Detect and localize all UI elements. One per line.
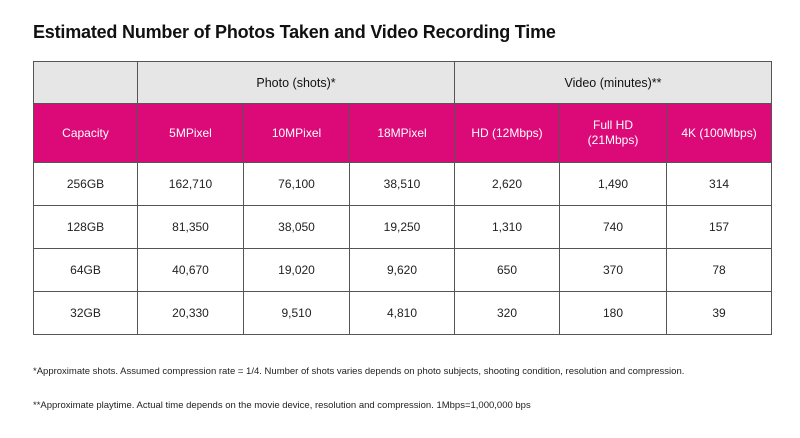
column-header-capacity: Capacity [33, 103, 138, 163]
table-cell: 2,620 [454, 162, 561, 206]
capacity-table: Photo (shots)* Video (minutes)** Capacit… [33, 61, 773, 335]
table-cell: 9,510 [243, 291, 350, 335]
group-header-empty [33, 61, 138, 104]
page-title: Estimated Number of Photos Taken and Vid… [33, 22, 556, 42]
group-header-video: Video (minutes)** [454, 61, 773, 104]
table-cell: 650 [454, 248, 561, 292]
table-cell: 162,710 [137, 162, 244, 206]
column-header-4k: 4K (100Mbps) [666, 103, 773, 163]
table-row: 64GB 40,670 19,020 9,620 650 370 78 [33, 248, 773, 292]
table-cell: 1,490 [559, 162, 668, 206]
group-header-photo: Photo (shots)* [136, 61, 456, 104]
column-header-row: Capacity 5MPixel 10MPixel 18MPixel HD (1… [33, 103, 773, 163]
table-cell: 1,310 [454, 205, 561, 249]
table-cell: 128GB [33, 205, 138, 249]
table-cell: 39 [666, 291, 773, 335]
footnote-video: **Approximate playtime. Actual time depe… [33, 400, 531, 411]
table-cell: 256GB [33, 162, 138, 206]
column-header-full-hd: Full HD (21Mbps) [559, 103, 668, 163]
table-cell: 64GB [33, 248, 138, 292]
table-cell: 19,020 [243, 248, 350, 292]
table-cell: 32GB [33, 291, 138, 335]
group-header-row: Photo (shots)* Video (minutes)** [33, 61, 773, 104]
table-cell: 320 [454, 291, 561, 335]
table-cell: 9,620 [348, 248, 456, 292]
column-header-hd: HD (12Mbps) [454, 103, 561, 163]
table-cell: 314 [666, 162, 773, 206]
table-cell: 76,100 [243, 162, 350, 206]
footnote-photo: *Approximate shots. Assumed compression … [33, 366, 685, 377]
column-header-10mpixel: 10MPixel [243, 103, 350, 163]
table-row: 32GB 20,330 9,510 4,810 320 180 39 [33, 291, 773, 335]
table-cell: 370 [559, 248, 668, 292]
table-cell: 78 [666, 248, 773, 292]
table-cell: 38,510 [348, 162, 456, 206]
table-cell: 38,050 [243, 205, 350, 249]
table-cell: 19,250 [348, 205, 456, 249]
table-cell: 81,350 [137, 205, 244, 249]
column-header-18mpixel: 18MPixel [348, 103, 456, 163]
table-cell: 157 [666, 205, 773, 249]
table-cell: 740 [559, 205, 668, 249]
column-header-5mpixel: 5MPixel [137, 103, 244, 163]
table-cell: 20,330 [137, 291, 244, 335]
table-cell: 4,810 [348, 291, 456, 335]
table-cell: 180 [559, 291, 668, 335]
table-cell: 40,670 [137, 248, 244, 292]
table-row: 128GB 81,350 38,050 19,250 1,310 740 157 [33, 205, 773, 249]
table-row: 256GB 162,710 76,100 38,510 2,620 1,490 … [33, 162, 773, 206]
